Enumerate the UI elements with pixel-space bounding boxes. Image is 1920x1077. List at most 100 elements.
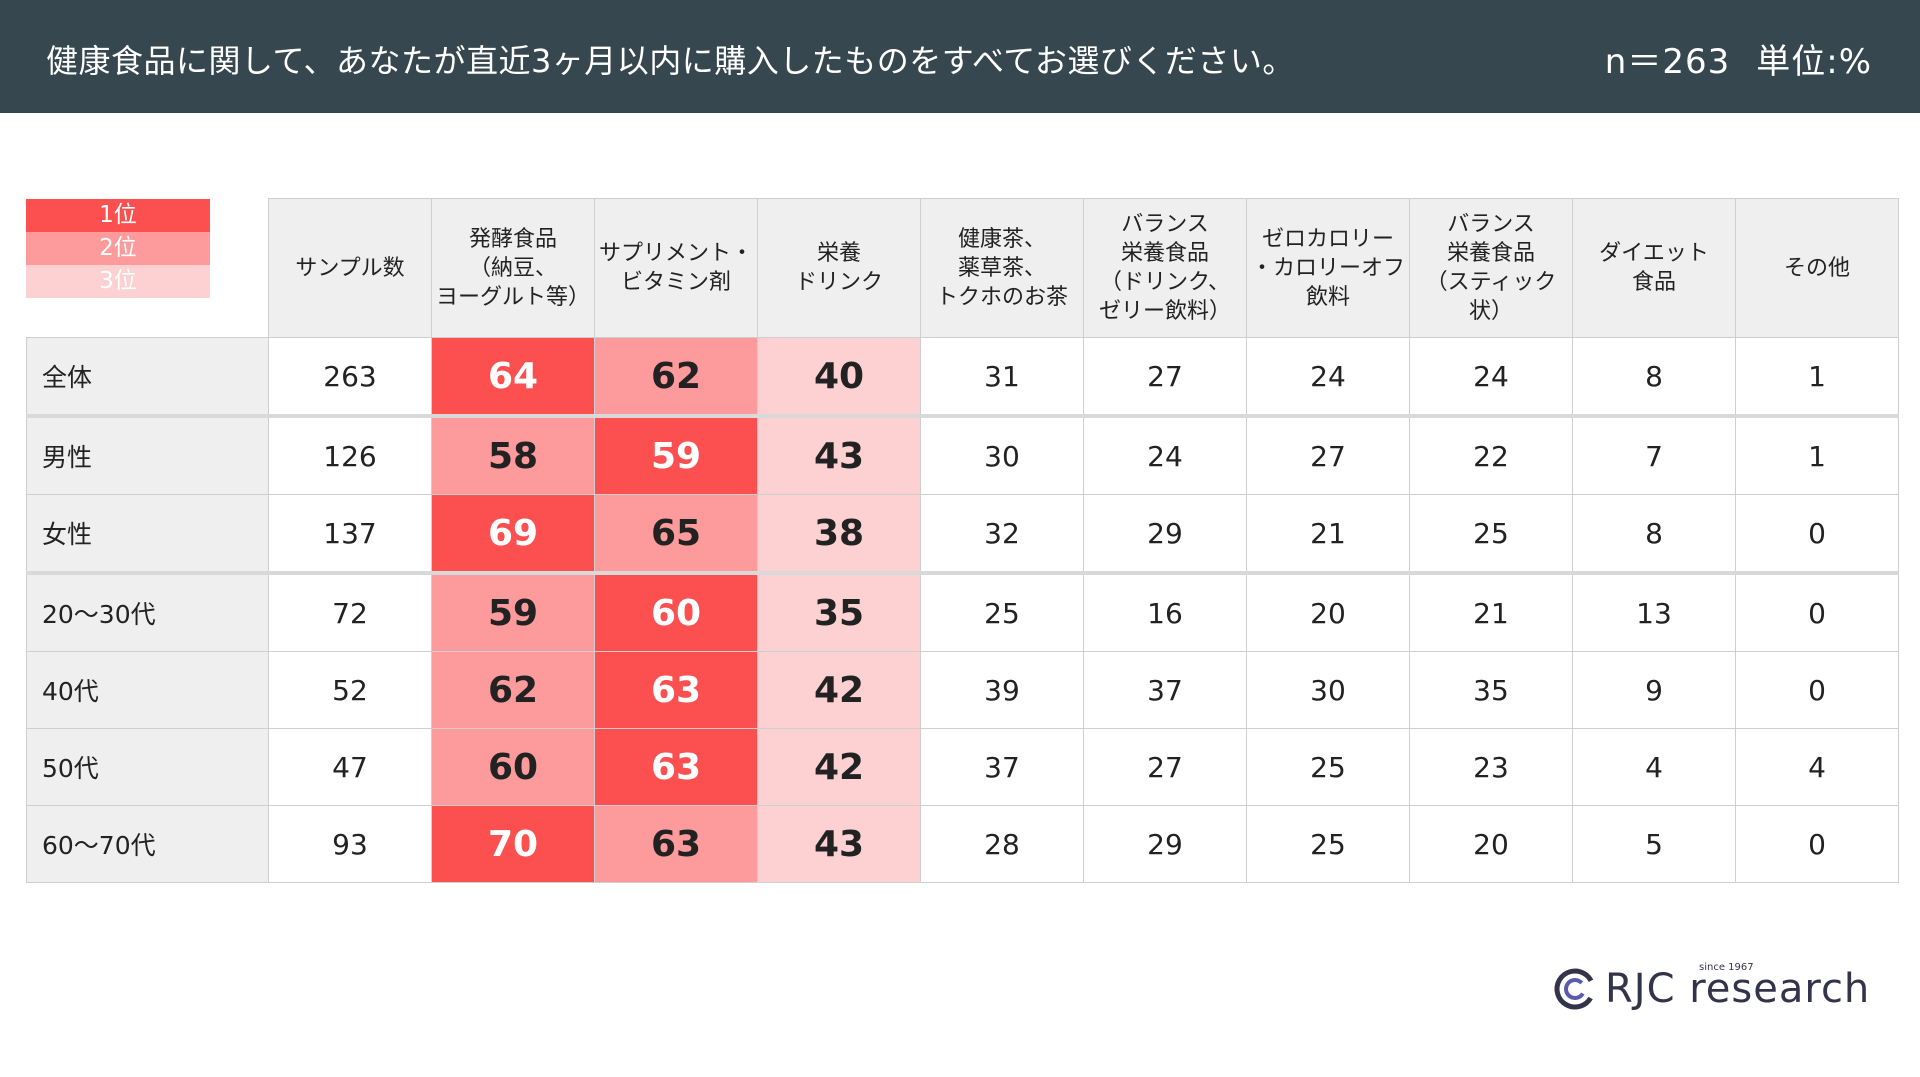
logo-since: since 1967: [1699, 962, 1754, 973]
sample-count-cell: 263: [268, 337, 432, 417]
percentage-cell: 60: [594, 571, 758, 652]
logo-wordmark: RJC research: [1605, 966, 1871, 1012]
column-header-line: ダイエット: [1599, 241, 1709, 266]
percentage-cell: 29: [1083, 494, 1247, 574]
percentage-cell: 37: [1083, 651, 1247, 729]
percentage-cell: 43: [757, 805, 921, 883]
column-header-line: ・カロリーオフ: [1250, 255, 1405, 281]
table-row: 女性 137 69 65 38 32 29 21 25 8 0: [26, 494, 1899, 574]
percentage-cell: 24: [1409, 337, 1573, 417]
row-label: 全体: [26, 337, 269, 417]
column-header-line: （ドリンク、: [1099, 270, 1231, 295]
percentage-cell: 5: [1572, 805, 1736, 883]
column-header-line: ゼリー飲料）: [1098, 299, 1231, 324]
column-header-line: 薬草茶、: [957, 255, 1046, 281]
column-header-line: 食品: [1631, 270, 1676, 295]
column-header-line: ドリンク: [794, 270, 883, 295]
percentage-cell: 35: [757, 571, 921, 652]
percentage-cell: 27: [1246, 414, 1410, 495]
table-row: 全体 263 64 62 40 31 27 24 24 8 1: [26, 337, 1899, 417]
percentage-cell: 27: [1083, 337, 1247, 417]
percentage-cell: 42: [757, 728, 921, 806]
percentage-cell: 8: [1572, 494, 1736, 574]
percentage-cell: 25: [1246, 728, 1410, 806]
sample-size: n＝263: [1604, 42, 1731, 82]
percentage-cell: 58: [431, 414, 595, 495]
sample-count-cell: 126: [268, 414, 432, 495]
column-header: サンプル数: [268, 198, 432, 338]
percentage-cell: 32: [920, 494, 1084, 574]
percentage-cell: 21: [1246, 494, 1410, 574]
percentage-cell: 40: [757, 337, 921, 417]
table-row: 60～70代 93 70 63 43 28 29 25 20 5 0: [26, 805, 1899, 883]
percentage-cell: 8: [1572, 337, 1736, 417]
table-row: 50代 47 60 63 42 37 27 25 23 4 4: [26, 728, 1899, 806]
percentage-cell: 43: [757, 414, 921, 495]
percentage-cell: 22: [1409, 414, 1573, 495]
percentage-cell: 62: [431, 651, 595, 729]
percentage-cell: 30: [920, 414, 1084, 495]
table-row: 男性 126 58 59 43 30 24 27 22 7 1: [26, 414, 1899, 495]
column-header: ダイエット 食品: [1572, 198, 1736, 338]
percentage-cell: 59: [431, 571, 595, 652]
percentage-cell: 1: [1735, 414, 1899, 495]
column-header: バランス栄養食品 （ドリンク、 ゼリー飲料）: [1083, 198, 1247, 338]
sample-count-cell: 72: [268, 571, 432, 652]
rjc-logo: RJC research since 1967: [1553, 962, 1871, 1012]
percentage-cell: 28: [920, 805, 1084, 883]
column-header-line: ゼロカロリー: [1261, 226, 1394, 252]
column-header: バランス 栄養食品 （スティック状）: [1409, 198, 1573, 338]
unit-label: 単位:%: [1756, 42, 1872, 82]
percentage-cell: 60: [431, 728, 595, 806]
column-header-line: トクホのお茶: [935, 284, 1068, 310]
legend-rank-2: 2位: [26, 232, 210, 265]
table-row: 20～30代 72 59 60 35 25 16 20 21 13 0: [26, 571, 1899, 652]
column-header-line: 飲料: [1305, 284, 1350, 310]
percentage-cell: 7: [1572, 414, 1736, 495]
percentage-cell: 63: [594, 651, 758, 729]
percentage-cell: 24: [1246, 337, 1410, 417]
percentage-cell: 69: [431, 494, 595, 574]
column-header-line: 発酵食品: [468, 226, 557, 252]
percentage-cell: 38: [757, 494, 921, 574]
column-header-line: （スティック状）: [1425, 270, 1557, 324]
column-header: 健康茶、薬草茶、トクホのお茶: [920, 198, 1084, 338]
legend-rank-1: 1位: [26, 199, 210, 232]
percentage-cell: 63: [594, 805, 758, 883]
percentage-cell: 27: [1083, 728, 1247, 806]
column-header-line: 健康茶、: [957, 226, 1046, 252]
legend-rank-3: 3位: [26, 265, 210, 298]
percentage-cell: 16: [1083, 571, 1247, 652]
percentage-cell: 1: [1735, 337, 1899, 417]
percentage-cell: 13: [1572, 571, 1736, 652]
percentage-cell: 20: [1246, 571, 1410, 652]
table-row: 40代 52 62 63 42 39 37 30 35 9 0: [26, 651, 1899, 729]
column-header: サプリメント・ ビタミン剤: [594, 198, 758, 338]
percentage-cell: 25: [920, 571, 1084, 652]
column-header-line: バランス: [1121, 212, 1209, 237]
percentage-cell: 70: [431, 805, 595, 883]
row-label: 60～70代: [26, 805, 269, 883]
row-label: 50代: [26, 728, 269, 806]
percentage-cell: 42: [757, 651, 921, 729]
percentage-cell: 62: [594, 337, 758, 417]
column-header: ゼロカロリー ・カロリーオフ 飲料: [1246, 198, 1410, 338]
column-header: 栄養 ドリンク: [757, 198, 921, 338]
column-header-line: その他: [1783, 255, 1850, 281]
percentage-cell: 37: [920, 728, 1084, 806]
sample-count-cell: 52: [268, 651, 432, 729]
percentage-cell: 59: [594, 414, 758, 495]
column-header-line: ビタミン剤: [620, 270, 731, 295]
percentage-cell: 21: [1409, 571, 1573, 652]
percentage-cell: 25: [1409, 494, 1573, 574]
percentage-cell: 31: [920, 337, 1084, 417]
percentage-cell: 9: [1572, 651, 1736, 729]
percentage-cell: 63: [594, 728, 758, 806]
percentage-cell: 65: [594, 494, 758, 574]
column-header-line: 栄養食品: [1120, 241, 1209, 266]
percentage-cell: 0: [1735, 494, 1899, 574]
percentage-cell: 0: [1735, 571, 1899, 652]
column-header: 発酵食品 （納豆、 ヨーグルト等）: [431, 198, 595, 338]
header-meta: n＝263 単位:%: [1605, 34, 1872, 83]
column-header-line: ヨーグルト等）: [435, 284, 590, 310]
